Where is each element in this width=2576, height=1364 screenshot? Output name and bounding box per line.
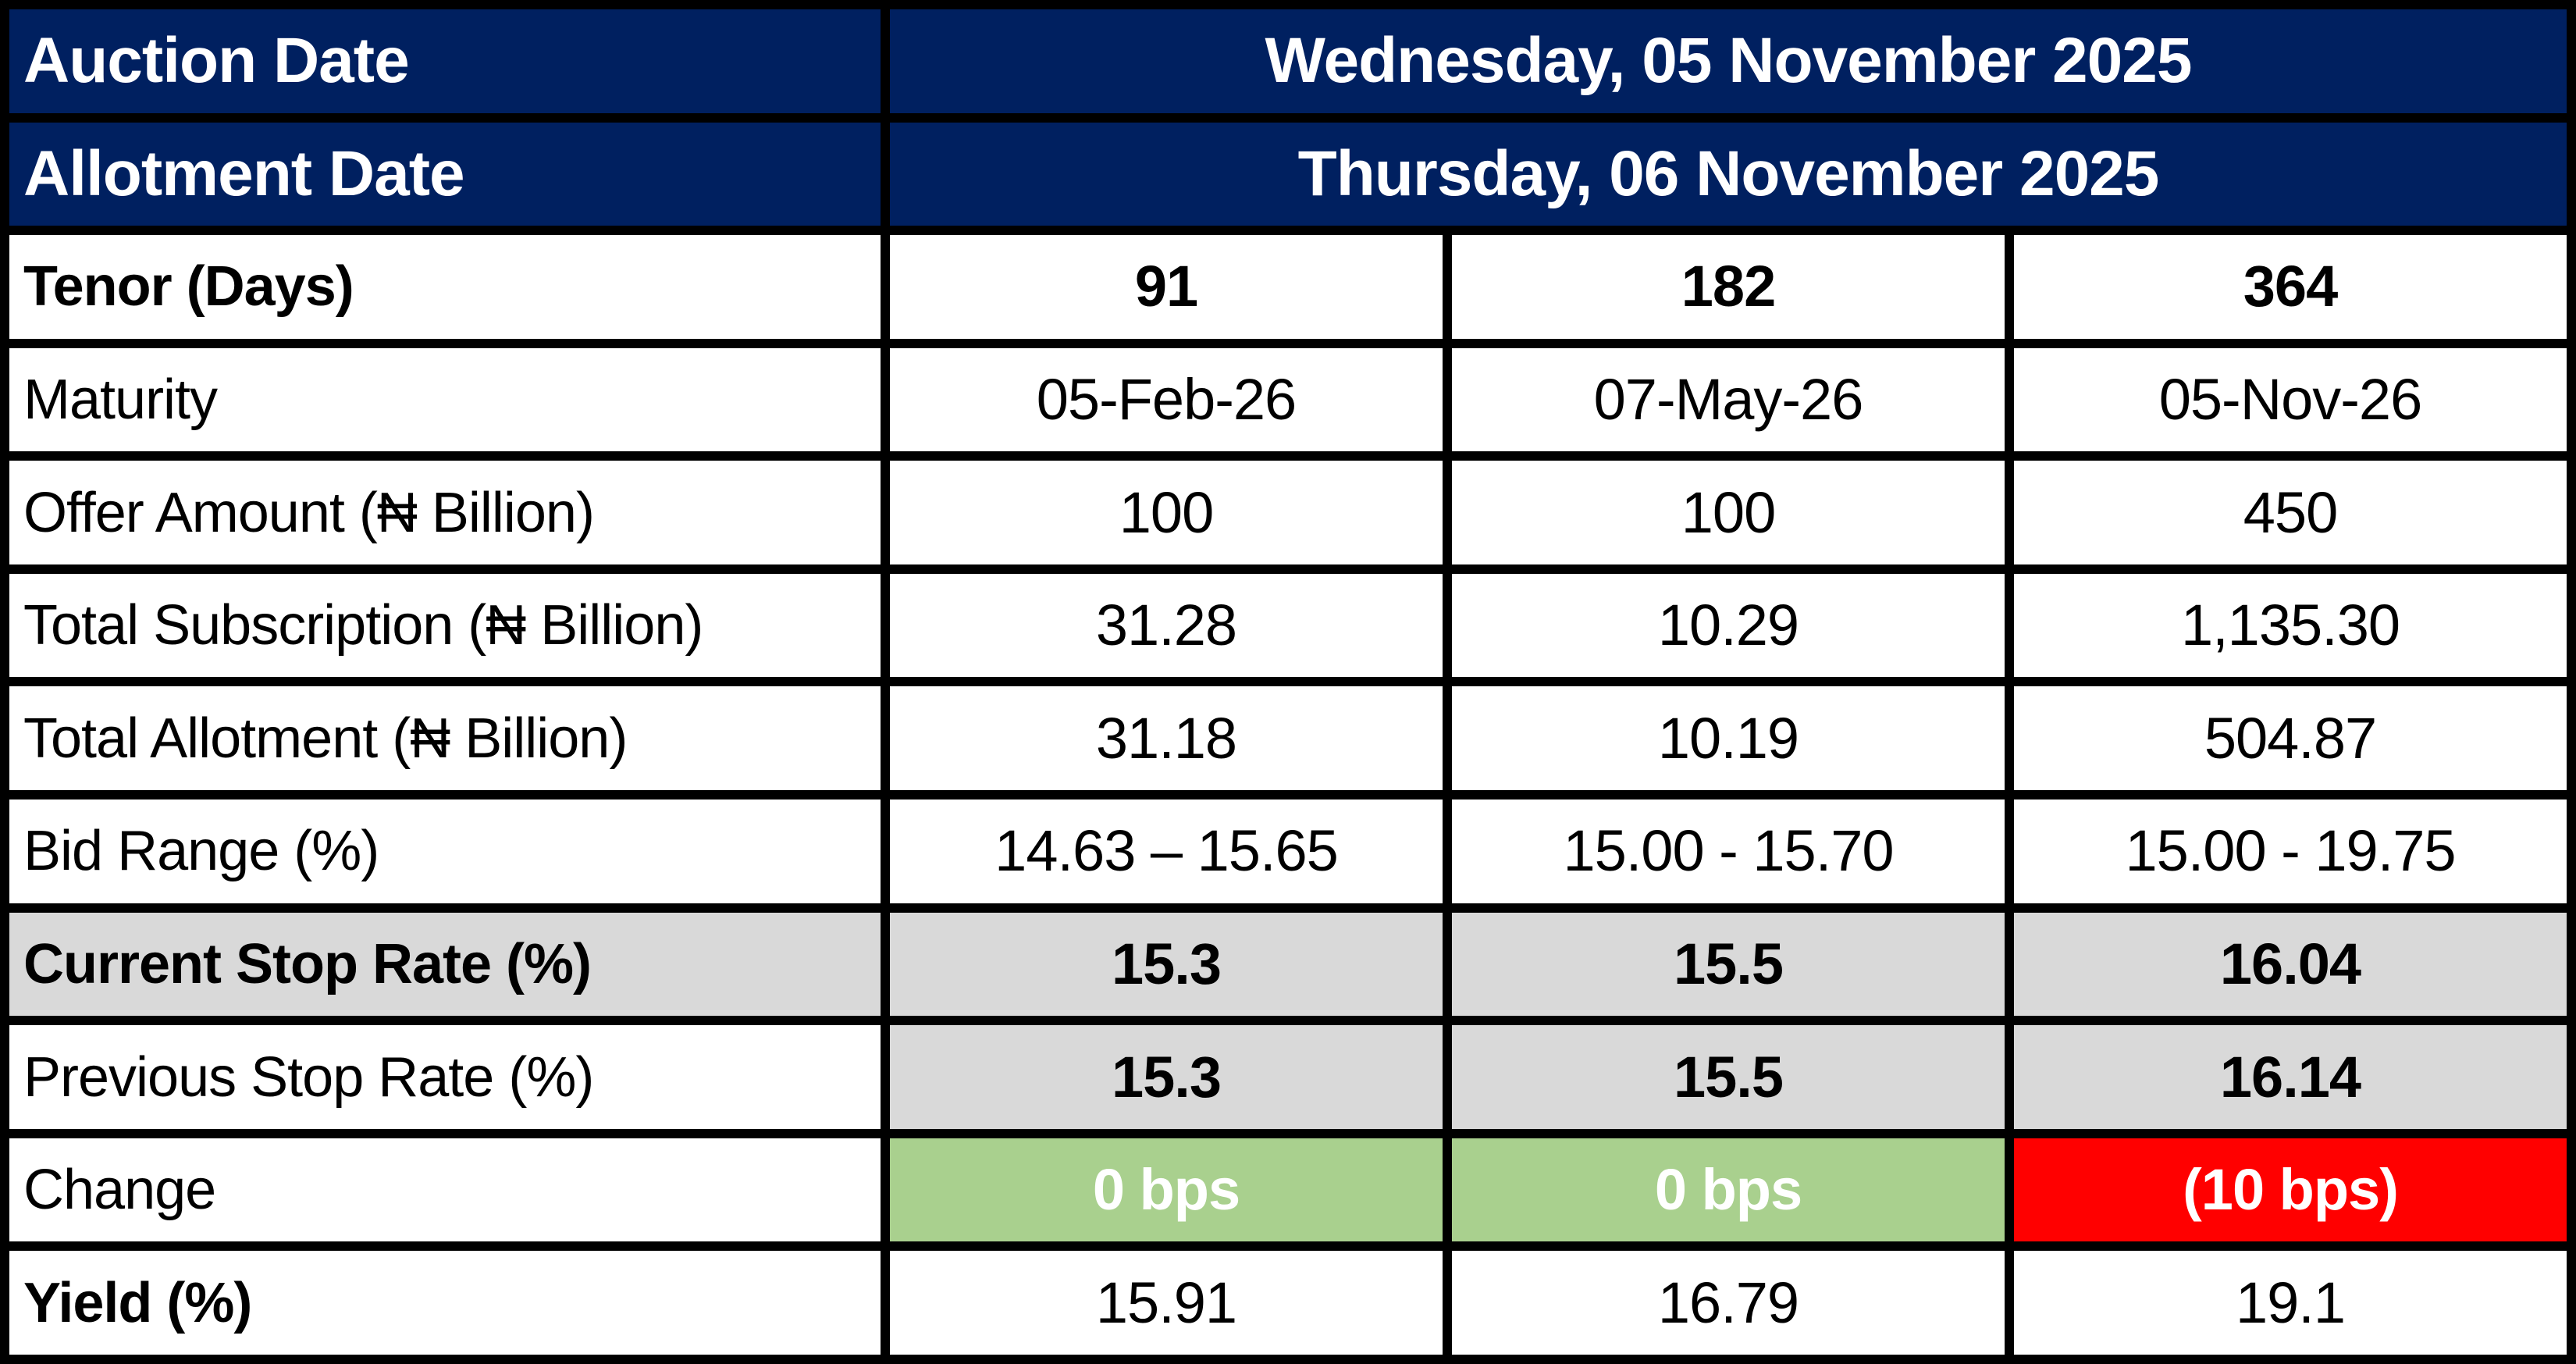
offer-amount-value-182: 100 xyxy=(1452,461,2005,564)
total-allotment-value-364: 504.87 xyxy=(2014,686,2567,791)
maturity-label: Maturity xyxy=(9,347,881,452)
yield-label: Yield (%) xyxy=(9,1251,881,1355)
yield-value-182: 16.79 xyxy=(1452,1251,2005,1355)
offer-amount-value-91: 100 xyxy=(890,461,1443,564)
total-subscription-value-364: 1,135.30 xyxy=(2014,573,2567,678)
allotment-date-label: Allotment Date xyxy=(9,122,881,226)
previous-stop-rate-label: Previous Stop Rate (%) xyxy=(9,1025,881,1129)
bid-range-label: Bid Range (%) xyxy=(9,800,881,903)
total-allotment-value-91: 31.18 xyxy=(890,686,1443,791)
offer-amount-label: Offer Amount (₦ Billion) xyxy=(9,461,881,564)
total-subscription-value-182: 10.29 xyxy=(1452,573,2005,678)
total-subscription-value-91: 31.28 xyxy=(890,573,1443,678)
maturity-value-91: 05-Feb-26 xyxy=(890,347,1443,452)
previous-stop-rate-value-364: 16.14 xyxy=(2014,1025,2567,1129)
maturity-value-364: 05-Nov-26 xyxy=(2014,347,2567,452)
total-allotment-value-182: 10.19 xyxy=(1452,686,2005,791)
change-value-364: (10 bps) xyxy=(2014,1138,2567,1242)
change-value-182: 0 bps xyxy=(1452,1138,2005,1242)
total-allotment-label: Total Allotment (₦ Billion) xyxy=(9,686,881,791)
offer-amount-value-364: 450 xyxy=(2014,461,2567,564)
current-stop-rate-value-91: 15.3 xyxy=(890,912,1443,1017)
bid-range-value-182: 15.00 - 15.70 xyxy=(1452,800,2005,903)
bid-range-value-91: 14.63 – 15.65 xyxy=(890,800,1443,903)
current-stop-rate-value-182: 15.5 xyxy=(1452,912,2005,1017)
maturity-value-182: 07-May-26 xyxy=(1452,347,2005,452)
previous-stop-rate-value-91: 15.3 xyxy=(890,1025,1443,1129)
change-label: Change xyxy=(9,1138,881,1242)
tenor-label: Tenor (Days) xyxy=(9,235,881,339)
total-subscription-label: Total Subscription (₦ Billion) xyxy=(9,573,881,678)
current-stop-rate-value-364: 16.04 xyxy=(2014,912,2567,1017)
yield-value-364: 19.1 xyxy=(2014,1251,2567,1355)
current-stop-rate-label: Current Stop Rate (%) xyxy=(9,912,881,1017)
allotment-date-value: Thursday, 06 November 2025 xyxy=(890,122,2567,226)
tenor-value-364: 364 xyxy=(2014,235,2567,339)
bid-range-value-364: 15.00 - 19.75 xyxy=(2014,800,2567,903)
tenor-value-91: 91 xyxy=(890,235,1443,339)
previous-stop-rate-value-182: 15.5 xyxy=(1452,1025,2005,1129)
yield-value-91: 15.91 xyxy=(890,1251,1443,1355)
change-value-91: 0 bps xyxy=(890,1138,1443,1242)
auction-date-label: Auction Date xyxy=(9,9,881,113)
auction-date-value: Wednesday, 05 November 2025 xyxy=(890,9,2567,113)
tenor-value-182: 182 xyxy=(1452,235,2005,339)
